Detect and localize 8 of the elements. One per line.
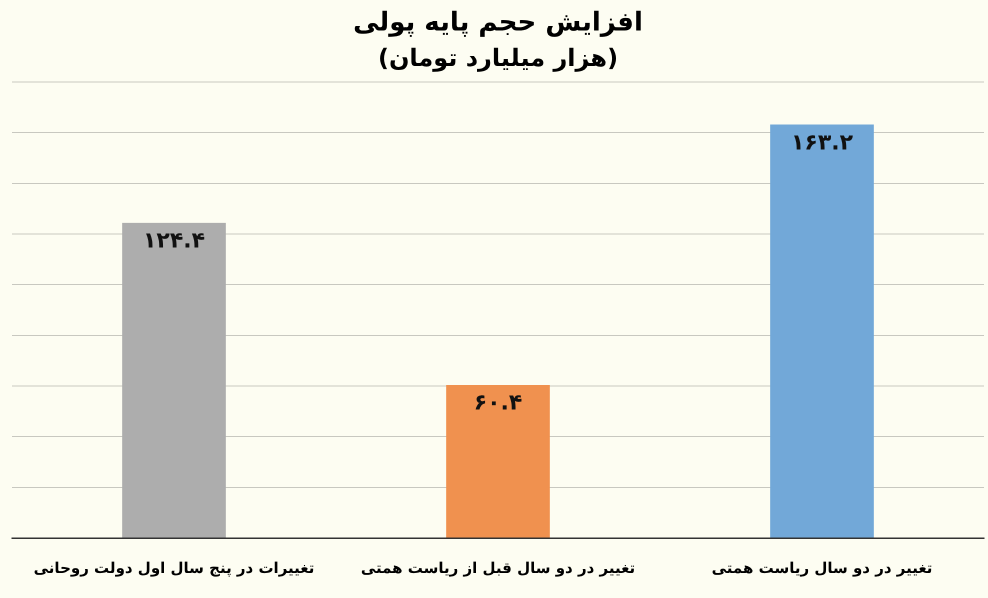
data-label: ۱۶۳.۲ <box>790 130 854 156</box>
chart-title: افزایش حجم پایه پولی <box>353 7 643 38</box>
x-tick-label: تغییر در دو سال ریاست همتی <box>712 558 932 577</box>
x-tick-label: تغییر در دو سال قبل از ریاست همتی <box>360 558 636 577</box>
chart-subtitle: (هزار میلیارد تومان) <box>378 44 618 72</box>
data-label: ۶۰.۴ <box>474 390 522 416</box>
data-label: ۱۲۴.۴ <box>142 228 206 254</box>
x-tick-label: تغییرات در پنج سال اول دولت روحانی <box>34 558 314 577</box>
